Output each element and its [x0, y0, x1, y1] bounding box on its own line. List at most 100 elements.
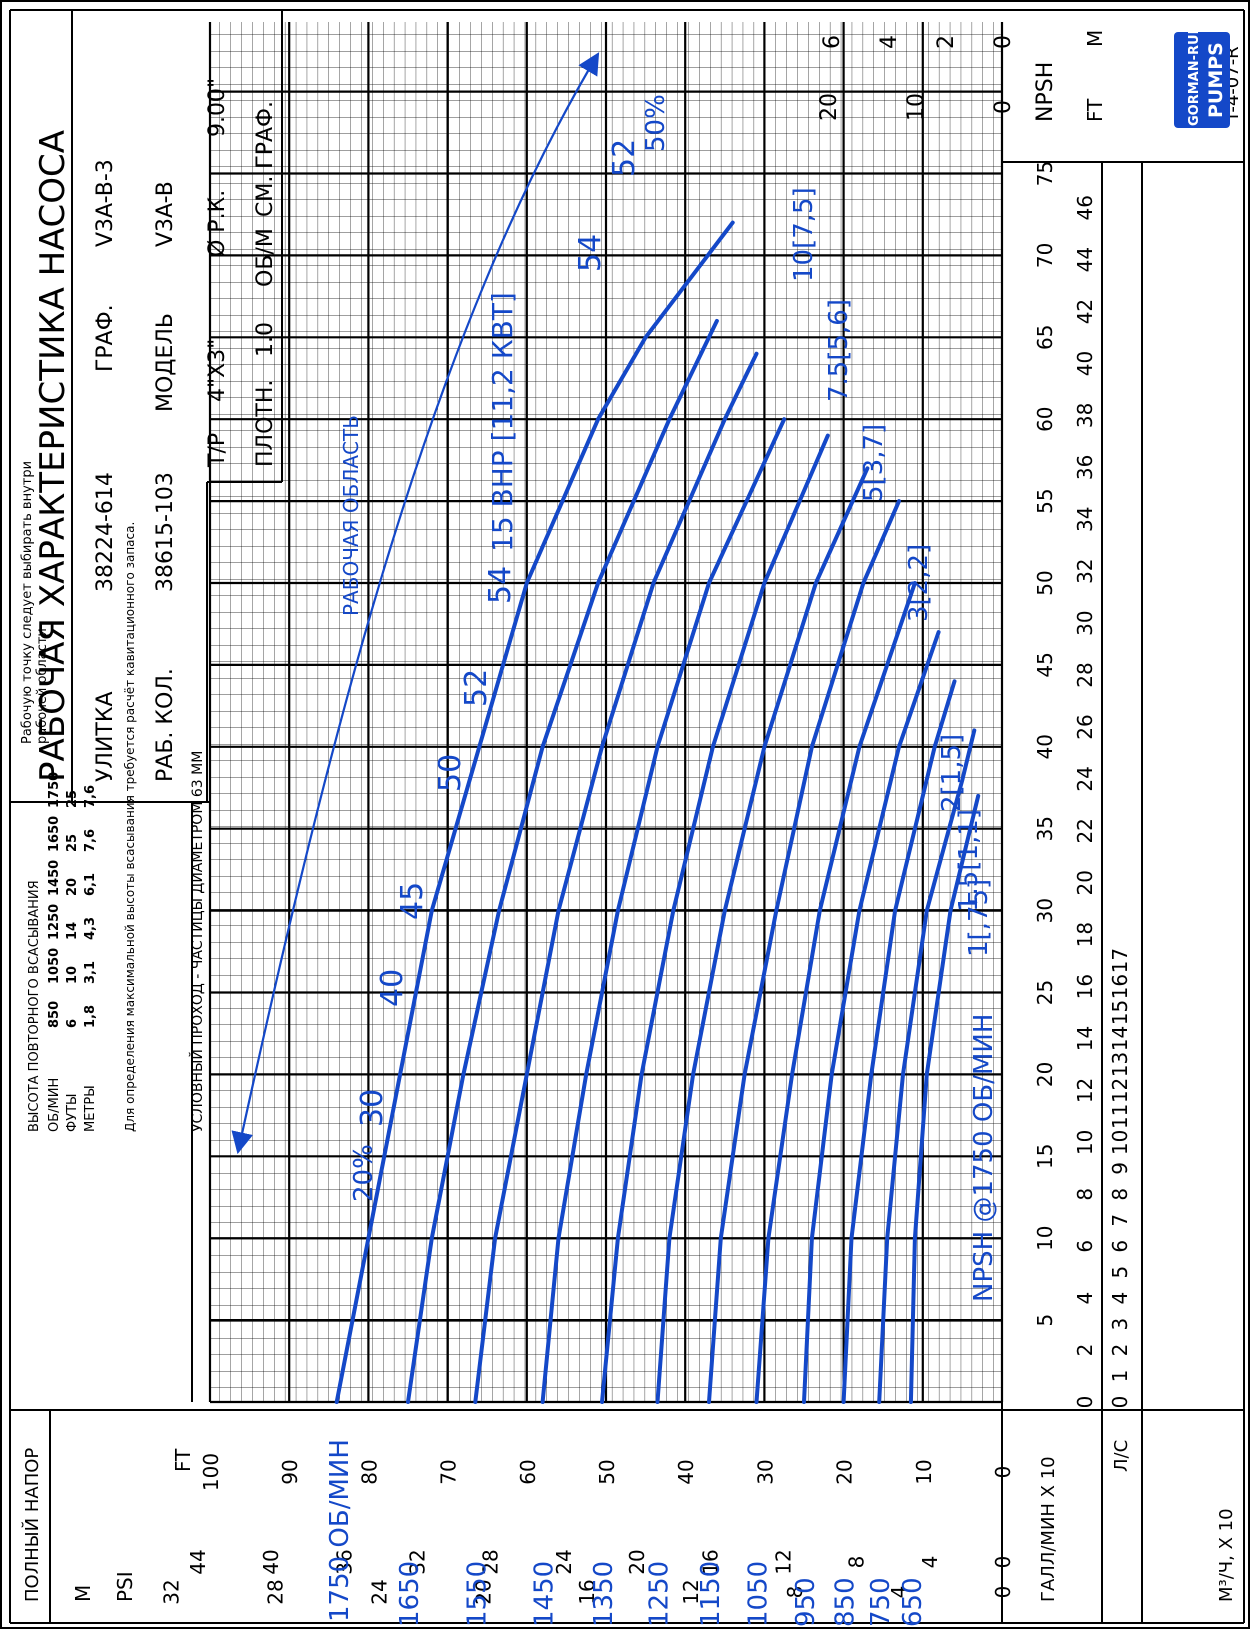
m3h-tick: 32 [1073, 558, 1097, 583]
curve-point [865, 466, 869, 470]
size-value: 4"X3" [205, 339, 230, 402]
curve-point [782, 417, 786, 421]
eff-52-label: 52 [459, 669, 494, 707]
chart-grid [208, 22, 1004, 1404]
m3h-tick: 36 [1073, 455, 1097, 480]
speed-label-750: 750 [866, 1577, 896, 1627]
m3h-tick: 40 [1073, 351, 1097, 376]
lps-tick: 1 [1108, 1370, 1132, 1383]
priming-note: Для определения максимальной высоты всас… [123, 522, 137, 1132]
curve-point [762, 581, 767, 585]
npsh-ft-tick: 20 [817, 93, 842, 121]
curve-point [802, 1400, 806, 1404]
curve-point [810, 1236, 814, 1240]
size-label: Т/Р [205, 433, 230, 468]
gpm-tick: 55 [1033, 488, 1057, 513]
m3h-tick: 6 [1073, 1240, 1097, 1253]
gorman-rupp-logo: GORMAN-RUPP PUMPS [1174, 15, 1230, 128]
lps-tick: 17 [1108, 948, 1132, 973]
curve-1050 [754, 581, 917, 1404]
m3h-tick: 34 [1073, 507, 1097, 532]
lps-tick: 10 [1108, 1130, 1132, 1155]
gpm-tick: 50 [1033, 570, 1057, 595]
priming-cell: 1650 [47, 816, 62, 852]
curve-point [600, 745, 604, 749]
gpm-tick: 75 [1033, 161, 1057, 186]
curve-point [651, 581, 656, 585]
m-tick: 24 [367, 1579, 391, 1604]
m-tick: 32 [159, 1579, 183, 1604]
m3h-tick: 2 [1073, 1344, 1097, 1357]
curve-point [814, 581, 818, 585]
curve-point [473, 1400, 477, 1404]
speed-label-950: 950 [791, 1577, 821, 1627]
curve-point [897, 745, 901, 749]
density-label: ПЛОТН. [253, 380, 278, 467]
work-area-arrow [231, 52, 600, 1155]
ft-tick: 70 [437, 1459, 461, 1484]
speed-label-1450: 1450 [530, 1561, 560, 1627]
curve-point [766, 1236, 770, 1240]
lps-tick: 5 [1108, 1266, 1132, 1279]
curve-point [937, 630, 941, 634]
curve-point [616, 909, 620, 913]
head-axis-m-label: M [71, 1585, 95, 1602]
curve-point [335, 1400, 339, 1404]
curve-point [644, 335, 648, 339]
lps-tick: 6 [1108, 1240, 1132, 1253]
m3h-axis-label: M³/Ч, X 10 [1216, 1508, 1237, 1602]
psi-tick: 0 [991, 1556, 1015, 1569]
ft-tick: 10 [912, 1459, 936, 1484]
psi-tick: 32 [406, 1549, 430, 1574]
curve-point [774, 909, 778, 913]
npsh-m-tick: 0 [991, 35, 1016, 49]
lps-tick: 3 [1108, 1318, 1132, 1331]
m3h-tick: 30 [1073, 610, 1097, 635]
curve-point [667, 417, 671, 421]
curve-point [616, 1236, 620, 1240]
logo-word: PUMPS [1205, 42, 1227, 118]
curve-point [826, 433, 830, 438]
psi-tick: 40 [259, 1549, 283, 1574]
m3h-tick: 0 [1073, 1396, 1097, 1409]
curve-point [754, 352, 759, 356]
m-tick: 28 [263, 1579, 287, 1604]
lps-tick: 9 [1108, 1162, 1132, 1175]
priming-cell: 3,1 [83, 961, 98, 984]
priming-cell: 1450 [47, 860, 62, 896]
lps-tick: 4 [1108, 1292, 1132, 1305]
curve-point [600, 1400, 604, 1404]
m-tick: 8 [783, 1586, 807, 1599]
bhp-1-5-label: 1.5[1,1] [954, 809, 984, 912]
priming-table-title: ВЫСОТА ПОВТОРНОГО ВСАСЫВАНИЯ [27, 880, 42, 1132]
gpm-tick: 25 [1033, 980, 1057, 1005]
priming-cell: 20 [65, 878, 80, 896]
note-box: Рабочую точку следует выбирать внутри ра… [20, 460, 50, 744]
bhp-5-label: 5[3,7] [859, 424, 889, 502]
curve-point [857, 909, 862, 913]
m3h-tick: 8 [1073, 1188, 1097, 1201]
ft-tick: 50 [595, 1459, 619, 1484]
priming-cell: 1050 [47, 948, 62, 984]
npsh-ft-tick: 0 [991, 100, 1016, 114]
gpm-tick: 35 [1033, 816, 1057, 841]
gpm-axis-label: ГАЛЛ/МИН X 10 [1038, 1456, 1059, 1602]
curve-point [525, 1072, 529, 1076]
priming-cell: ФУТЫ [65, 1093, 80, 1132]
gpm-tick: 10 [1033, 1225, 1057, 1250]
curve-point [691, 1072, 695, 1076]
curve-point [952, 679, 957, 683]
curve-point [493, 1236, 497, 1240]
curve-point [723, 417, 727, 421]
diameter-value: 9.00" [205, 78, 230, 137]
speed-label-1350: 1350 [589, 1561, 619, 1627]
curve-point [857, 745, 862, 749]
ft-tick: 40 [674, 1459, 698, 1484]
bhp-3-label: 3[2,2] [904, 544, 934, 622]
eff-54b-label: 54 [573, 234, 608, 272]
curve-point [901, 1072, 905, 1076]
eff-54-label: 54 [483, 566, 518, 604]
m3h-tick: 46 [1073, 195, 1097, 220]
